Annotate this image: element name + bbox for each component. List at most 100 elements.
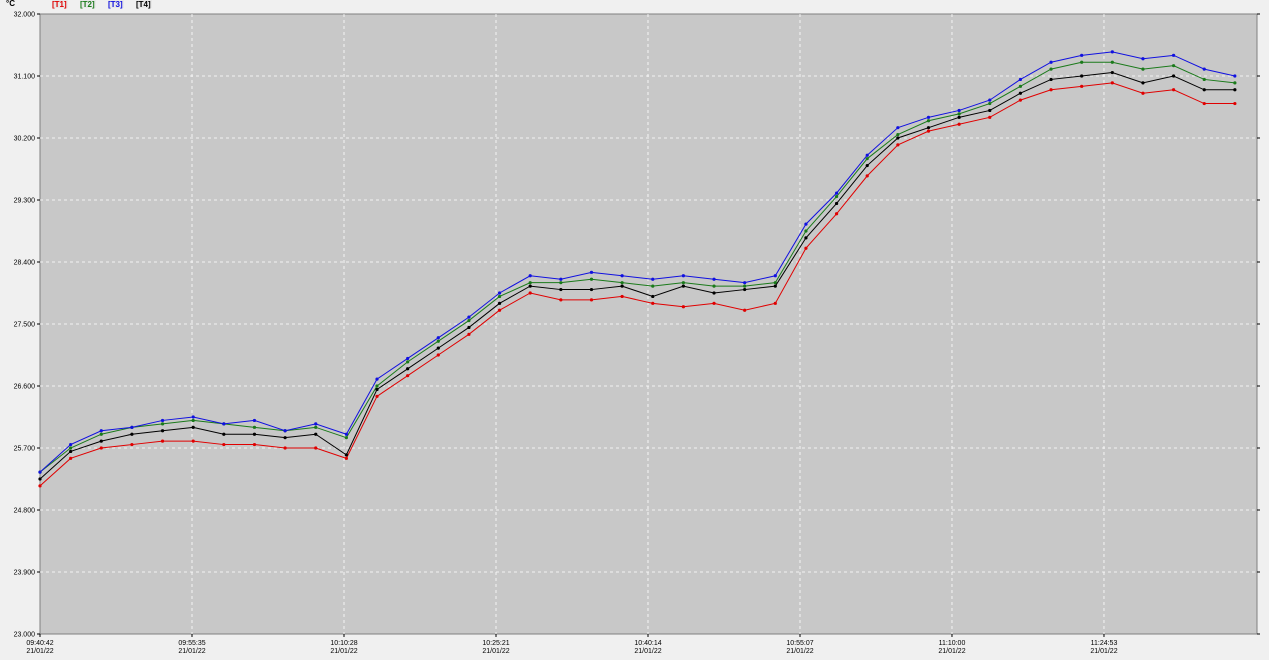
point (1141, 67, 1145, 71)
point (1049, 67, 1053, 71)
point (926, 115, 931, 119)
point (743, 287, 747, 292)
point (375, 394, 379, 398)
point (620, 281, 624, 285)
point (99, 446, 103, 450)
point (252, 442, 257, 447)
point (344, 456, 348, 460)
point (589, 287, 594, 292)
legend-label: [T2] (80, 0, 95, 9)
point (896, 143, 900, 147)
point (99, 429, 103, 433)
point (222, 422, 226, 426)
point (559, 287, 563, 292)
point (620, 284, 624, 288)
point (252, 418, 257, 423)
point (1233, 81, 1237, 85)
point (436, 346, 440, 350)
point (559, 277, 563, 281)
point (344, 436, 348, 440)
point (283, 429, 287, 433)
point (314, 432, 318, 436)
point (99, 432, 103, 436)
legend-swatch (52, 0, 68, 8)
point (1080, 53, 1084, 57)
y-tick-label: 23.900 (14, 570, 36, 577)
point (651, 294, 655, 299)
x-tick-date: 21/01/22 (178, 648, 205, 655)
point (38, 470, 42, 474)
point (1141, 57, 1145, 61)
point (222, 432, 226, 436)
point (375, 377, 379, 381)
point (865, 174, 869, 178)
series-line (39, 82, 1235, 487)
point (589, 298, 594, 302)
point (1018, 91, 1023, 95)
point (283, 436, 287, 440)
point (1110, 60, 1114, 64)
point (467, 325, 471, 330)
point (988, 98, 992, 102)
point (314, 422, 318, 426)
y-tick-label: 24.800 (14, 508, 36, 515)
point (436, 353, 440, 357)
point (1233, 88, 1237, 92)
x-tick-label: 10:55:07 (786, 640, 813, 647)
x-tick-label: 10:40:14 (634, 640, 661, 647)
point (344, 432, 348, 436)
point (69, 442, 73, 447)
legend-label: [T4] (136, 0, 151, 9)
series-line (39, 72, 1235, 480)
point (1080, 84, 1084, 88)
point (1202, 101, 1206, 106)
point (896, 126, 900, 130)
x-tick-label: 10:25:21 (482, 640, 509, 647)
point (865, 153, 869, 157)
point (1049, 88, 1053, 92)
point (436, 336, 440, 340)
point (406, 356, 410, 361)
point (651, 301, 655, 305)
point (773, 301, 777, 305)
point (712, 301, 716, 305)
point (620, 274, 624, 278)
point (467, 315, 471, 319)
point (681, 284, 685, 288)
point (743, 281, 747, 285)
point (926, 126, 931, 130)
legend-label: [T3] (108, 0, 123, 9)
point (559, 298, 563, 302)
point (160, 439, 165, 443)
point (1018, 77, 1023, 82)
point (252, 432, 257, 436)
legend-swatch (108, 0, 124, 8)
point (38, 477, 42, 481)
x-tick-label: 09:40:42 (26, 640, 53, 647)
x-tick-date: 21/01/22 (482, 648, 509, 655)
point (804, 222, 808, 226)
point (804, 229, 808, 233)
point (834, 212, 839, 216)
point (804, 236, 808, 240)
point (528, 274, 532, 278)
point (651, 284, 655, 288)
x-tick-label: 09:55:35 (178, 640, 205, 647)
point (1202, 77, 1206, 82)
y-tick-label: 32.000 (14, 12, 36, 19)
y-tick-label: 29.300 (14, 198, 36, 205)
point (375, 384, 379, 388)
point (130, 425, 134, 429)
point (651, 277, 655, 281)
point (528, 291, 532, 295)
y-tick-label: 23.000 (14, 632, 36, 639)
point (988, 108, 992, 113)
point (1233, 74, 1237, 78)
x-tick-label: 11:24:53 (1091, 640, 1118, 647)
x-tick-date: 21/01/22 (634, 648, 661, 655)
point (191, 415, 195, 419)
point (957, 112, 961, 116)
y-tick-label: 28.400 (14, 260, 36, 267)
